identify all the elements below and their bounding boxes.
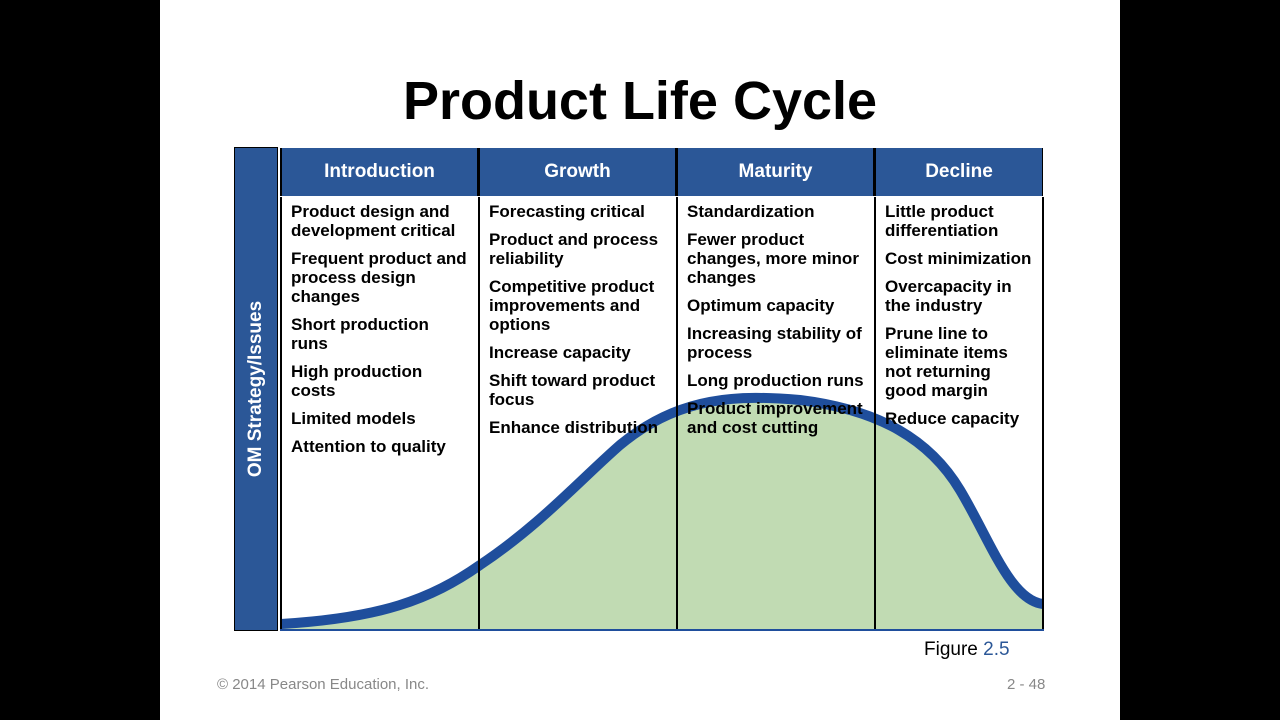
stage-header: Growth [478,148,676,196]
stage-item: Increasing stability of process [687,324,862,362]
title: Product Life Cycle [402,71,878,131]
stage-item: Reduce capacity [885,409,1020,428]
slide: Product Life Cycle OM Strategy/Issues In… [160,0,1120,720]
side-bar: OM Strategy/Issues [234,147,278,631]
stage-item: Enhance distribution [489,418,659,437]
stage-item: High production costs [291,362,423,400]
stage-item: Forecasting critical [489,202,645,221]
life-cycle-curve [280,197,1045,631]
stage-item: Product design and development critical [291,202,456,240]
curve-line [280,392,1045,629]
stage-item: Product and process reliability [489,230,659,268]
stage-item: Fewer product changes, more minor change… [687,230,859,287]
stage-item: Standardization [687,202,815,221]
stage-item: Increase capacity [489,343,631,362]
stage-item: Optimum capacity [687,296,835,315]
stage-column: Little product differentiation Cost minim… [874,197,1043,629]
stage-item: Competitive product improvements and opt… [489,277,655,334]
stage-item: Attention to quality [291,437,446,456]
stage-item: Limited models [291,409,416,428]
stage-item: Long production runs [687,371,864,390]
stage-header: Introduction [280,148,478,196]
figure-number: 2.5 [983,639,1010,660]
page-number: 2 - 48 [1007,676,1046,693]
stage-item: Short production runs [291,315,429,353]
stage-header: Decline [874,148,1043,196]
stage-item: Little product differentiation [885,202,999,240]
figure-caption: Figure 2.5 [924,639,1010,661]
copyright: © 2014 Pearson Education, Inc. [217,676,430,693]
stage-item: Overcapacity in the industry [885,277,1012,315]
stage-header: Maturity [676,148,874,196]
stage-item: Frequent product and process design chan… [291,249,467,306]
stage-column: Forecasting critical Product and process … [478,197,676,629]
stage-column: Standardization Fewer product changes, mo… [676,197,874,629]
stage-item: Prune line to eliminate items not return… [885,324,1008,400]
stage-item: Cost minimization [885,249,1032,268]
figure-label: Figure [924,639,978,660]
stage-item: Shift toward product focus [489,371,656,409]
stage-column: Product design and development critical F… [280,197,478,629]
stage-item: Product improvement and cost cutting [687,399,863,437]
